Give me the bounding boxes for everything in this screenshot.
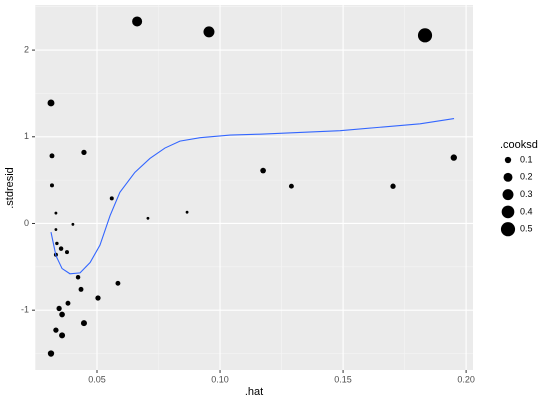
point xyxy=(450,154,457,161)
point xyxy=(47,99,55,107)
point xyxy=(65,300,71,306)
point xyxy=(115,280,121,286)
smooth-line xyxy=(50,118,455,275)
y-tick-label: 0 xyxy=(24,218,29,228)
point xyxy=(59,332,66,339)
point xyxy=(47,350,55,357)
point xyxy=(55,241,59,246)
point xyxy=(64,250,69,255)
point xyxy=(53,327,59,333)
x-axis-title: .hat xyxy=(245,386,263,398)
y-axis-title: .stdresid xyxy=(4,167,16,209)
point xyxy=(56,305,62,312)
point xyxy=(58,246,64,251)
y-tick-label: 1 xyxy=(24,131,29,141)
point xyxy=(390,183,396,189)
point xyxy=(146,216,150,220)
panel xyxy=(35,5,473,370)
point xyxy=(203,26,215,38)
point xyxy=(75,274,81,280)
point xyxy=(59,311,65,318)
legend-label: 0.2 xyxy=(520,172,533,182)
legend-key xyxy=(500,222,516,237)
legend-label: 0.3 xyxy=(520,189,533,199)
point xyxy=(80,320,87,327)
point xyxy=(185,210,189,214)
point xyxy=(54,228,58,231)
y-tick-label: 2 xyxy=(24,44,29,54)
x-tick-label: 0.05 xyxy=(88,374,106,384)
point xyxy=(49,183,54,188)
legend-title: .cooksd xyxy=(500,139,538,151)
legend-key xyxy=(502,189,514,201)
point xyxy=(71,222,75,226)
point xyxy=(132,16,143,27)
point xyxy=(49,153,55,159)
legend-key xyxy=(501,205,515,219)
point xyxy=(54,211,58,215)
x-tick-label: 0.20 xyxy=(457,374,475,384)
point xyxy=(109,196,114,201)
point xyxy=(81,149,87,156)
x-tick-label: 0.10 xyxy=(211,374,229,384)
legend-label: 0.4 xyxy=(520,206,533,216)
legend-key xyxy=(503,172,513,182)
point xyxy=(417,28,433,43)
point xyxy=(95,295,101,301)
x-tick-label: 0.15 xyxy=(334,374,352,384)
point xyxy=(288,183,294,189)
legend-key xyxy=(504,156,512,164)
y-tick-label: -1 xyxy=(21,305,29,315)
point xyxy=(260,167,266,174)
legend-label: 0.1 xyxy=(520,154,533,164)
legend-label: 0.5 xyxy=(520,224,533,234)
point xyxy=(78,286,84,292)
